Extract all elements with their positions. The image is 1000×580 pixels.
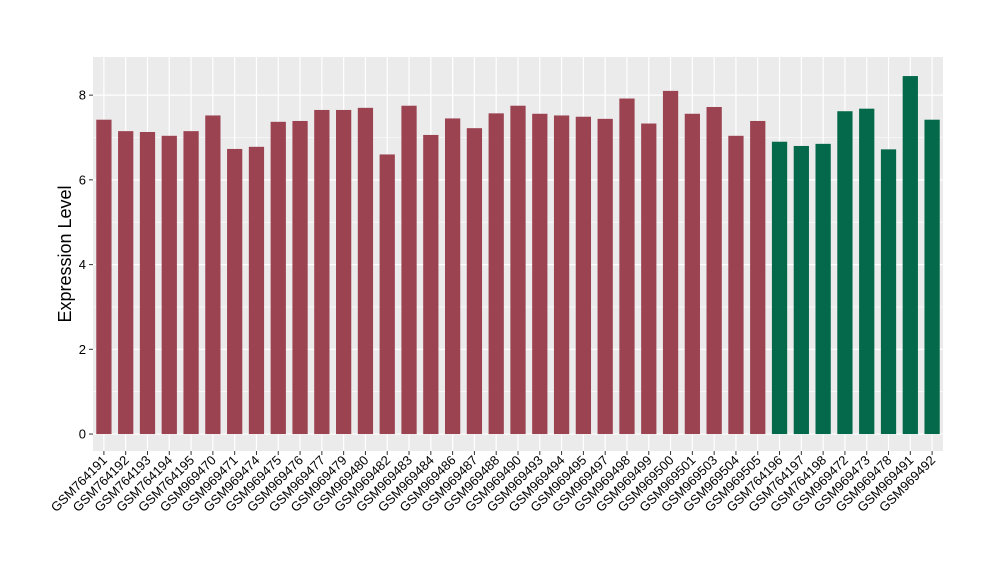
bar-GSM764192 xyxy=(118,131,134,435)
bar-GSM969480 xyxy=(357,107,374,435)
bar-GSM764191 xyxy=(96,119,112,435)
bar-GSM969474 xyxy=(248,146,265,435)
bars xyxy=(96,76,940,435)
bar-GSM969492 xyxy=(924,119,940,435)
y-tick-label: 4 xyxy=(79,257,86,272)
bar-GSM969478 xyxy=(880,149,897,435)
bar-GSM969482 xyxy=(379,154,395,435)
bar-GSM969505 xyxy=(750,120,766,435)
bar-GSM969473 xyxy=(859,108,875,435)
bar-GSM764194 xyxy=(161,135,177,435)
bar-GSM969495 xyxy=(575,116,592,435)
bar-GSM969500 xyxy=(662,90,679,435)
bar-GSM969483 xyxy=(401,105,417,435)
bar-GSM969471 xyxy=(227,148,243,435)
bar-GSM969484 xyxy=(423,134,439,435)
bar-GSM969504 xyxy=(728,135,744,435)
y-tick-label: 0 xyxy=(79,427,86,442)
bar-GSM969494 xyxy=(553,115,570,435)
bar-GSM969503 xyxy=(706,106,722,435)
bar-GSM969477 xyxy=(314,109,330,435)
bar-GSM969486 xyxy=(444,118,461,435)
bar-GSM969497 xyxy=(597,118,613,435)
bar-GSM969475 xyxy=(270,121,286,435)
bar-GSM764196 xyxy=(771,141,788,435)
bar-GSM969493 xyxy=(532,113,548,435)
bar-GSM969472 xyxy=(837,111,853,435)
y-tick-label: 8 xyxy=(79,88,86,103)
bar-GSM764195 xyxy=(183,131,199,435)
bar-GSM969491 xyxy=(902,76,918,435)
y-axis: 0 2 4 6 8 xyxy=(79,88,93,442)
bar-GSM969488 xyxy=(488,113,504,435)
y-tick-label: 2 xyxy=(79,342,86,357)
bar-GSM764197 xyxy=(793,145,809,435)
bar-GSM969490 xyxy=(510,105,526,435)
bar-GSM969487 xyxy=(466,128,483,435)
y-axis-title: Expression Level xyxy=(55,185,75,322)
bar-GSM969476 xyxy=(292,120,308,435)
bar-GSM969479 xyxy=(336,109,352,435)
bar-GSM764193 xyxy=(139,131,156,435)
bar-GSM969501 xyxy=(684,113,700,435)
bar-GSM969470 xyxy=(205,115,221,435)
bar-GSM764198 xyxy=(815,143,831,435)
x-axis: GSM764191GSM764192GSM764193GSM764194GSM7… xyxy=(48,451,938,515)
y-tick-label: 6 xyxy=(79,172,86,187)
bar-GSM969499 xyxy=(641,123,657,435)
bar-GSM969498 xyxy=(619,98,635,435)
